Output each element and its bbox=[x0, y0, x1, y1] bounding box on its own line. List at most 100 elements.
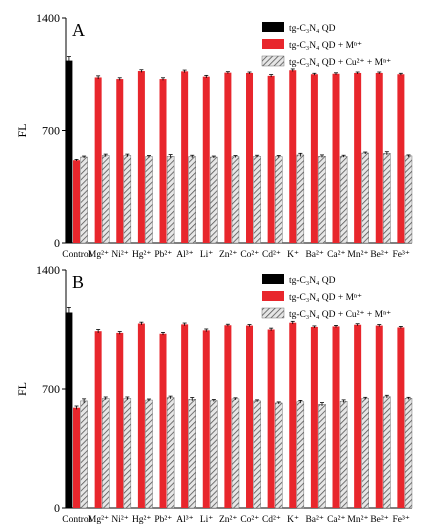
bar-qd-cu-metal bbox=[275, 156, 283, 244]
bar-qd-cu-metal bbox=[361, 152, 369, 244]
bar-qd-metal bbox=[116, 79, 124, 243]
legend-swatch bbox=[262, 39, 284, 49]
bar-qd-metal bbox=[267, 329, 275, 508]
bar-qd-metal bbox=[137, 71, 145, 243]
x-tick-label: Ca²⁺ bbox=[327, 515, 345, 525]
y-tick-label: 1400 bbox=[36, 263, 60, 277]
bar-qd-metal bbox=[73, 160, 81, 243]
bar-qd-metal bbox=[181, 324, 189, 508]
bar-qd-cu-metal bbox=[166, 397, 175, 509]
bar-qd-cu-metal bbox=[275, 402, 283, 509]
x-tick-label: Ba²⁺ bbox=[305, 515, 323, 525]
x-tick-label: Mg²⁺ bbox=[88, 515, 109, 525]
x-tick-label: Control bbox=[62, 515, 91, 525]
x-tick-label: Ni²⁺ bbox=[111, 515, 128, 525]
x-tick-label: Fe³⁺ bbox=[393, 250, 410, 260]
bar-qd-cu-metal bbox=[383, 153, 391, 244]
bar-qd-cu-metal bbox=[253, 400, 261, 509]
x-tick-label: Ni²⁺ bbox=[111, 250, 128, 260]
bar-qd-metal bbox=[354, 324, 362, 508]
bar-qd-metal bbox=[137, 323, 145, 508]
bar-qd-cu-metal bbox=[231, 398, 240, 509]
bar-qd-metal bbox=[310, 74, 318, 243]
panel-label: A bbox=[72, 20, 85, 40]
panel-label: B bbox=[72, 272, 84, 292]
legend-label: tg-C₃N₄ QD + Mⁿ⁺ bbox=[289, 293, 362, 303]
y-tick-label: 700 bbox=[42, 124, 60, 138]
bar-qd bbox=[65, 60, 73, 244]
bar-qd-cu-metal bbox=[361, 398, 369, 509]
legend: tg-C₃N₄ QD tg-C₃N₄ QD + Mⁿ⁺ tg-C₃N₄ QD + C… bbox=[261, 274, 391, 320]
x-tick-label: Hg²⁺ bbox=[132, 250, 151, 260]
bar-qd-cu-metal bbox=[339, 401, 348, 509]
x-tick-label: Fe³⁺ bbox=[393, 515, 410, 525]
bar-qd-metal bbox=[202, 76, 210, 243]
x-tick-label: Mn²⁺ bbox=[347, 250, 368, 260]
x-tick-label: Co²⁺ bbox=[240, 250, 259, 260]
bar-qd-metal bbox=[289, 322, 297, 508]
legend-label: tg-C₃N₄ QD bbox=[289, 24, 336, 34]
y-tick-label: 700 bbox=[42, 382, 60, 396]
x-tick-label: Hg²⁺ bbox=[132, 515, 151, 525]
x-tick-label: Control bbox=[62, 250, 91, 260]
bar-qd-cu-metal bbox=[102, 155, 110, 244]
bar-qd-metal bbox=[116, 332, 124, 508]
bar-qd-metal bbox=[289, 70, 297, 243]
bar-qd bbox=[65, 312, 73, 508]
x-tick-label: Al³⁺ bbox=[176, 250, 193, 260]
x-tick-label: Al³⁺ bbox=[176, 515, 193, 525]
x-tick-label: Li⁺ bbox=[200, 515, 213, 525]
bar-qd-cu-metal bbox=[166, 156, 175, 244]
bar-qd-cu-metal bbox=[210, 400, 218, 509]
bar-qd-metal bbox=[159, 79, 167, 243]
legend-swatch bbox=[262, 274, 284, 284]
bar-qd-metal bbox=[224, 72, 232, 243]
bar-qd-cu-metal bbox=[253, 156, 261, 244]
x-tick-label: Co²⁺ bbox=[240, 515, 259, 525]
y-axis-label: FL bbox=[15, 382, 29, 396]
y-tick-label: 1400 bbox=[36, 11, 60, 25]
bar-qd-metal bbox=[181, 71, 189, 243]
x-tick-label: Zn²⁺ bbox=[219, 515, 237, 525]
bar-qd-metal bbox=[202, 330, 210, 508]
bar-qd-cu-metal bbox=[102, 398, 110, 509]
x-tick-label: Cd²⁺ bbox=[262, 250, 281, 260]
y-tick-label: 0 bbox=[54, 501, 60, 515]
bar-qd-cu-metal bbox=[296, 401, 305, 509]
bar-qd-metal bbox=[397, 74, 405, 243]
x-tick-label: Be²⁺ bbox=[370, 515, 388, 525]
bar-qd-cu-metal bbox=[339, 156, 348, 244]
bar-qd-metal bbox=[267, 75, 275, 243]
x-tick-label: Ba²⁺ bbox=[305, 250, 323, 260]
bar-qd-cu-metal bbox=[123, 398, 132, 509]
x-tick-label: Cd²⁺ bbox=[262, 515, 281, 525]
legend-label: tg-C₃N₄ QD + Mⁿ⁺ bbox=[289, 41, 362, 51]
x-tick-label: Mg²⁺ bbox=[88, 250, 109, 260]
x-tick-label: Zn²⁺ bbox=[219, 250, 237, 260]
x-tick-label: Pb²⁺ bbox=[154, 250, 172, 260]
bar-qd-metal bbox=[354, 72, 362, 244]
legend-label: tg-C₃N₄ QD + Cu²⁺ + Mⁿ⁺ bbox=[289, 310, 391, 320]
bar-qd-cu-metal bbox=[404, 398, 413, 509]
bar-qd-cu-metal bbox=[318, 156, 326, 244]
bar-qd-cu-metal bbox=[188, 156, 196, 244]
legend-label: tg-C₃N₄ QD bbox=[289, 276, 336, 286]
bar-qd-metal bbox=[94, 77, 102, 244]
bar-qd-cu-metal bbox=[231, 156, 240, 244]
bar-qd-cu-metal bbox=[383, 396, 391, 509]
bar-qd-metal bbox=[375, 72, 383, 244]
y-tick-label: 0 bbox=[54, 236, 60, 250]
bar-qd-metal bbox=[332, 73, 340, 244]
bar-qd-metal bbox=[246, 72, 254, 244]
bar-qd-cu-metal bbox=[296, 154, 305, 244]
bar-qd-metal bbox=[332, 326, 340, 508]
x-tick-label: Ca²⁺ bbox=[327, 250, 345, 260]
y-axis-label: FL bbox=[15, 123, 29, 137]
x-tick-label: K⁺ bbox=[287, 250, 299, 260]
bar-qd-metal bbox=[397, 327, 405, 508]
bar-qd-cu-metal bbox=[145, 156, 153, 244]
bar-qd-cu-metal bbox=[210, 156, 218, 244]
legend-swatch bbox=[262, 22, 284, 32]
